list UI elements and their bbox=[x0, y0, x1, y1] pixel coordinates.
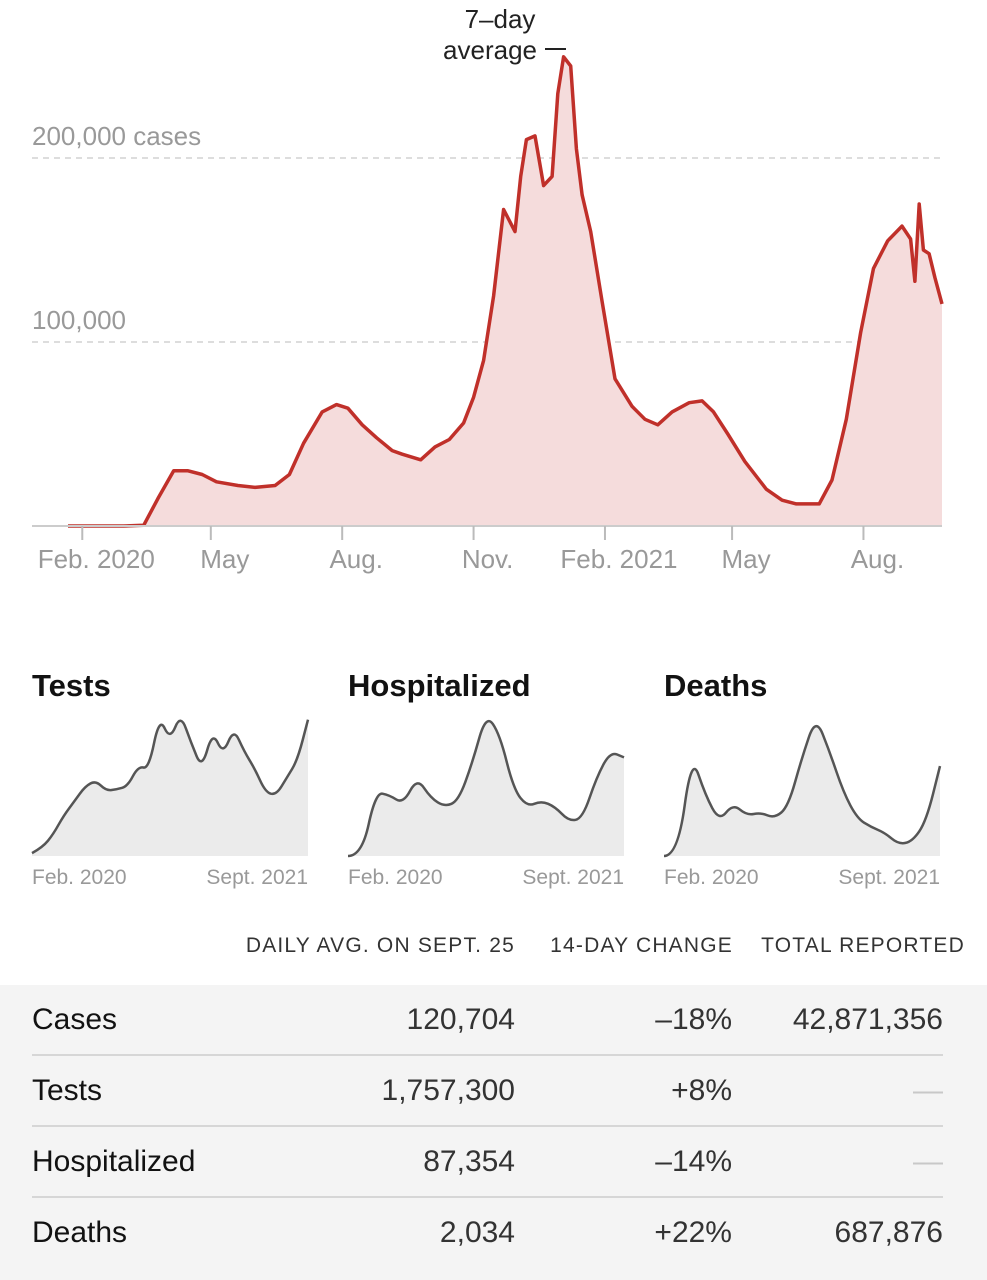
daily-avg-value: 120,704 bbox=[406, 1003, 515, 1036]
header-14-day-change: 14-DAY CHANGE bbox=[550, 934, 733, 957]
x-tick-label: Aug. bbox=[851, 544, 905, 574]
hospitalized-title: Hospitalized bbox=[348, 668, 531, 703]
daily-avg-value: 1,757,300 bbox=[381, 1074, 515, 1107]
cases-chart: 200,000 cases 100,000 Feb. 2020 May Aug. Nov… bbox=[32, 4, 944, 574]
header-daily-avg: DAILY AVG. ON SEPT. 25 bbox=[245, 934, 515, 957]
table-row-hospitalized: Hospitalized 87,354 –14% — bbox=[32, 1127, 943, 1198]
deaths-title: Deaths bbox=[664, 668, 768, 703]
sparkline-line bbox=[31, 719, 310, 855]
daily-avg-value: 2,034 bbox=[439, 1216, 515, 1249]
row-label: Deaths bbox=[32, 1216, 128, 1249]
deaths-sparkline: Feb. 2020 Sept. 2021 bbox=[663, 724, 942, 889]
daily-avg-value: 87,354 bbox=[423, 1145, 515, 1178]
tests-title: Tests bbox=[32, 668, 111, 703]
x-tick-label: May bbox=[200, 544, 249, 574]
row-label: Hospitalized bbox=[32, 1145, 196, 1178]
x-tick-label: Sept. 2021 bbox=[838, 866, 940, 889]
row-label: Cases bbox=[32, 1003, 118, 1036]
cases-line bbox=[68, 55, 944, 528]
row-label: Tests bbox=[32, 1074, 103, 1107]
header-total-reported: TOTAL REPORTED bbox=[761, 934, 965, 957]
annotation-line-1: 7–day bbox=[465, 4, 536, 34]
change-value: +22% bbox=[654, 1216, 732, 1249]
tests-sparkline: Feb. 2020 Sept. 2021 bbox=[31, 719, 310, 889]
row-divider bbox=[32, 1196, 943, 1198]
table-row-cases: Cases 120,704 –18% 42,871,356 bbox=[32, 985, 943, 1056]
x-tick-label: May bbox=[722, 544, 771, 574]
row-divider bbox=[32, 1125, 943, 1127]
sparkline-area bbox=[32, 719, 308, 856]
total-value: — bbox=[913, 1074, 943, 1107]
x-tick-label: Nov. bbox=[462, 544, 514, 574]
x-tick-label: Aug. bbox=[329, 544, 383, 574]
x-tick-label: Feb. 2020 bbox=[38, 544, 155, 574]
sparkline-area bbox=[348, 721, 624, 856]
stats-table bbox=[0, 985, 987, 1280]
total-value: 687,876 bbox=[834, 1216, 943, 1249]
annotation-line-2: average bbox=[443, 35, 537, 65]
x-tick-label: Feb. 2020 bbox=[32, 866, 127, 889]
x-tick-label: Sept. 2021 bbox=[206, 866, 308, 889]
x-tick-label: Sept. 2021 bbox=[522, 866, 624, 889]
x-tick-label: Feb. 2020 bbox=[348, 866, 443, 889]
change-value: –14% bbox=[655, 1145, 732, 1178]
cases-area bbox=[68, 56, 942, 527]
x-tick-label: Feb. 2020 bbox=[664, 866, 759, 889]
sparkline-line bbox=[347, 719, 625, 858]
y-tick-label: 200,000 cases bbox=[32, 121, 201, 151]
change-value: +8% bbox=[671, 1074, 732, 1107]
row-divider bbox=[32, 1054, 943, 1056]
table-row-tests: Tests 1,757,300 +8% — bbox=[32, 1056, 943, 1127]
table-row-deaths: Deaths 2,034 +22% 687,876 bbox=[32, 1198, 943, 1269]
hospitalized-sparkline: Feb. 2020 Sept. 2021 bbox=[347, 719, 625, 889]
total-value: — bbox=[913, 1145, 943, 1178]
total-value: 42,871,356 bbox=[792, 1003, 943, 1036]
change-value: –18% bbox=[655, 1003, 732, 1036]
sparkline-line bbox=[663, 724, 942, 858]
sparkline-area bbox=[664, 726, 940, 856]
x-tick-label: Feb. 2021 bbox=[560, 544, 677, 574]
y-tick-label: 100,000 bbox=[32, 305, 126, 335]
